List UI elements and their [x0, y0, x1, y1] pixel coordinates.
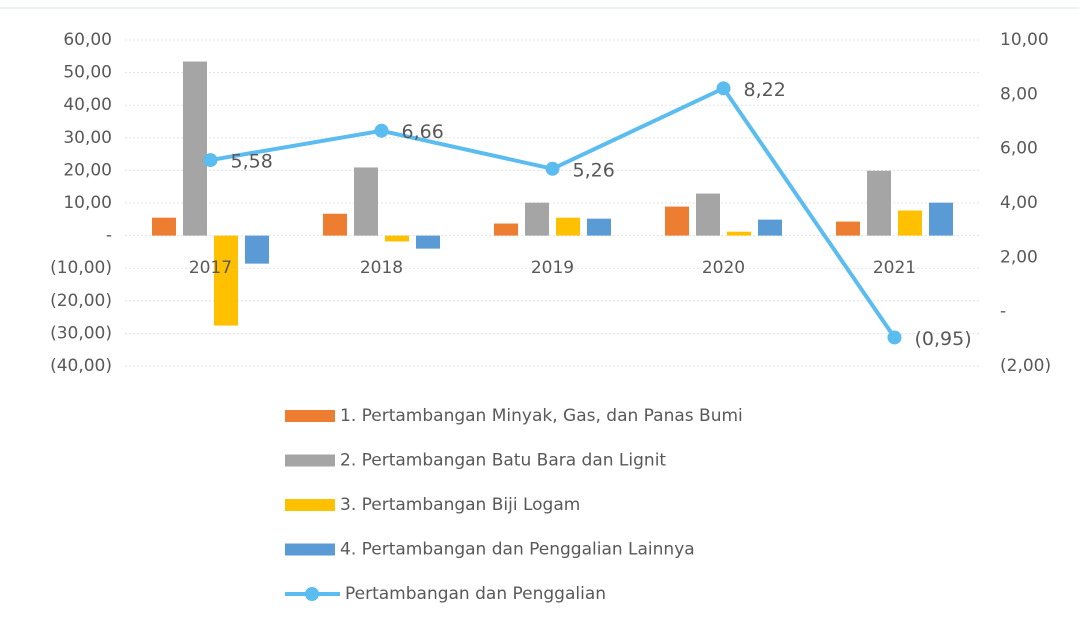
x-tick-label: 2018	[360, 258, 403, 278]
bar	[665, 206, 689, 236]
x-tick-label: 2017	[189, 258, 232, 278]
bar	[587, 218, 611, 236]
bar	[245, 235, 269, 264]
y-tick-label: -	[106, 226, 112, 246]
y2-tick-label: 2,00	[1000, 247, 1038, 267]
y-tick-label: 60,00	[63, 30, 112, 50]
line-marker	[203, 153, 218, 168]
bar	[929, 202, 953, 236]
bar	[556, 217, 580, 236]
y-tick-label: 40,00	[63, 95, 112, 115]
y2-tick-label: -	[1000, 302, 1006, 322]
bar	[494, 223, 518, 236]
data-label: 5,26	[573, 159, 615, 181]
line-marker	[374, 123, 389, 138]
legend-label: 2. Pertambangan Batu Bara dan Lignit	[340, 451, 666, 471]
y-tick-label: 20,00	[63, 160, 112, 180]
legend-swatch	[285, 499, 335, 511]
bar	[385, 235, 409, 242]
y2-tick-label: 10,00	[1000, 30, 1049, 50]
y2-tick-label: 4,00	[1000, 193, 1038, 213]
x-tick-label: 2019	[531, 258, 574, 278]
line-marker	[545, 161, 560, 176]
legend-label: 4. Pertambangan dan Penggalian Lainnya	[340, 540, 695, 560]
legend-label: 3. Pertambangan Biji Logam	[340, 495, 580, 515]
bar	[323, 213, 347, 236]
y-tick-label: (10,00)	[50, 258, 112, 278]
bar	[525, 202, 549, 236]
bar	[727, 231, 751, 236]
y-tick-label: (30,00)	[50, 323, 112, 343]
y-tick-label: (20,00)	[50, 291, 112, 311]
y2-tick-label: 6,00	[1000, 139, 1038, 159]
y2-tick-label: 8,00	[1000, 84, 1038, 104]
y2-tick-label: (2,00)	[1000, 356, 1051, 376]
line-marker	[887, 330, 902, 345]
data-label: (0,95)	[915, 328, 972, 350]
x-tick-label: 2021	[873, 258, 916, 278]
y-tick-label: 50,00	[63, 63, 112, 83]
legend-swatch	[285, 410, 335, 422]
line	[210, 85, 897, 339]
bar	[836, 221, 860, 236]
bar	[416, 235, 440, 249]
legend-marker	[305, 587, 319, 601]
legend-label: Pertambangan dan Penggalian	[345, 584, 606, 604]
data-label: 5,58	[231, 151, 273, 173]
bar	[696, 193, 720, 236]
y-tick-label: 30,00	[63, 128, 112, 148]
data-label: 8,22	[744, 79, 786, 101]
bar	[758, 219, 782, 236]
bar	[354, 167, 378, 236]
legend-swatch	[285, 454, 335, 467]
bar	[898, 210, 922, 236]
bar	[867, 170, 891, 236]
data-label: 6,66	[402, 121, 444, 143]
y-tick-label: (40,00)	[50, 356, 112, 376]
bar	[152, 217, 176, 236]
y-tick-label: 10,00	[63, 193, 112, 213]
legend-swatch	[285, 543, 335, 556]
bar	[214, 235, 238, 326]
x-tick-label: 2020	[702, 258, 745, 278]
bar	[183, 61, 207, 236]
line-marker	[716, 81, 731, 96]
legend-label: 1. Pertambangan Minyak, Gas, dan Panas B…	[340, 406, 743, 426]
